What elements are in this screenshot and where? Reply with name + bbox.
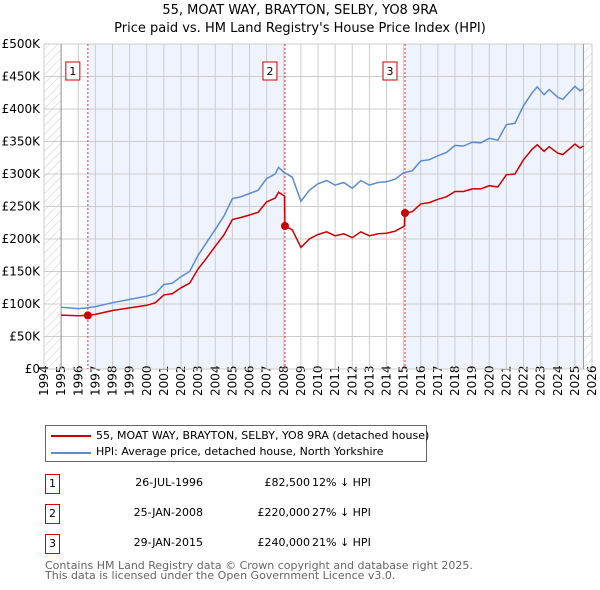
y-tick-label: £450K — [2, 70, 42, 84]
x-tick-label: 2026 — [585, 365, 599, 396]
transaction-date: 29-JAN-2015 — [133, 536, 203, 549]
x-tick-label: 2018 — [448, 365, 462, 396]
y-tick-label: £400K — [2, 102, 42, 116]
transaction-row: 2 25-JAN-2008 £220,000 27% ↓ HPI — [45, 504, 445, 524]
x-tick-label: 2013 — [362, 365, 376, 396]
legend-swatch-property — [51, 435, 91, 437]
sale-label-box — [65, 61, 81, 81]
transaction-row: 1 26-JUL-1996 £82,500 12% ↓ HPI — [45, 474, 445, 494]
x-tick-label: 1995 — [54, 365, 68, 396]
sale-label: 1 — [69, 65, 76, 78]
x-tick-label: 2020 — [482, 365, 496, 396]
transaction-number: 1 — [45, 474, 60, 494]
x-tick-label: 1994 — [37, 365, 51, 396]
sale-label-box — [382, 61, 398, 81]
x-tick-label: 2008 — [277, 365, 291, 396]
sale-point — [400, 209, 409, 217]
transaction-price: £220,000 — [257, 506, 311, 519]
x-tick-label: 2003 — [191, 365, 205, 396]
y-tick-label: £150K — [2, 265, 42, 279]
y-tick-label: £0 — [25, 362, 40, 376]
x-tick-label: 1997 — [88, 365, 102, 396]
legend: 55, MOAT WAY, BRAYTON, SELBY, YO8 9RA (d… — [45, 425, 430, 462]
price-chart: 1994 1995 1996 1997 1998 1999 2000 2001 2002 2003… — [2, 37, 599, 396]
x-tick-label: 2015 — [397, 365, 411, 396]
x-tick-label: 2004 — [208, 365, 222, 396]
x-tick-label: 2024 — [551, 365, 565, 396]
x-tick-label: 2012 — [345, 365, 359, 396]
x-tick-label: 2010 — [311, 365, 325, 396]
x-tick-label: 2025 — [568, 365, 582, 396]
x-tick-label: 2006 — [243, 365, 257, 396]
sale-label: 3 — [386, 65, 393, 78]
y-tick-label: £350K — [2, 135, 42, 149]
x-tick-label: 2009 — [294, 365, 308, 396]
x-tick-label: 2007 — [260, 365, 274, 396]
transaction-price: £240,000 — [257, 536, 311, 549]
x-tick-label: 1998 — [106, 365, 120, 396]
hpi-series-line — [61, 85, 584, 310]
y-tick-label: £200K — [2, 232, 42, 246]
transaction-row: 3 29-JAN-2015 £240,000 21% ↓ HPI — [45, 534, 445, 554]
x-tick-label: 2000 — [140, 365, 154, 396]
x-tick-label: 2002 — [174, 365, 188, 396]
x-tick-label: 2017 — [431, 365, 445, 396]
transaction-number: 2 — [45, 504, 60, 524]
property-series-line — [61, 143, 584, 317]
x-tick-label: 2014 — [380, 365, 394, 396]
y-tick-label: £500K — [2, 37, 42, 51]
y-tick-label: £250K — [2, 200, 42, 214]
transaction-number: 3 — [45, 534, 60, 554]
x-tick-label: 1996 — [71, 365, 85, 396]
transaction-date: 26-JUL-1996 — [135, 476, 203, 489]
y-tick-label: £300K — [2, 167, 42, 181]
transaction-hpi: 27% ↓ HPI — [312, 506, 371, 519]
footer-copyright: Contains HM Land Registry data © Crown c… — [45, 559, 473, 572]
x-tick-label: 2016 — [414, 365, 428, 396]
y-tick-label: £100K — [2, 297, 42, 311]
sale-point — [280, 222, 289, 230]
x-tick-label: 2021 — [499, 365, 513, 396]
x-tick-label: 2019 — [465, 365, 479, 396]
sale-label: 2 — [266, 65, 273, 78]
chart-title: 55, MOAT WAY, BRAYTON, SELBY, YO8 9RA — [162, 3, 438, 18]
x-tick-label: 2022 — [517, 365, 531, 396]
legend-label-hpi: HPI: Average price, detached house, Nort… — [96, 445, 384, 458]
x-tick-label: 2001 — [157, 365, 171, 396]
x-tick-label: 2005 — [225, 365, 239, 396]
sale-point — [83, 311, 92, 320]
transaction-hpi: 21% ↓ HPI — [312, 536, 371, 549]
footer-licence: This data is licensed under the Open Gov… — [45, 569, 396, 582]
x-tick-label: 2023 — [534, 365, 548, 396]
x-tick-label: 2011 — [328, 365, 342, 396]
transaction-date: 25-JAN-2008 — [133, 506, 203, 519]
transaction-hpi: 12% ↓ HPI — [312, 476, 371, 489]
legend-label-property: 55, MOAT WAY, BRAYTON, SELBY, YO8 9RA (d… — [96, 429, 430, 442]
y-tick-label: £50K — [9, 330, 41, 344]
chart-subtitle: Price paid vs. HM Land Registry's House … — [114, 21, 486, 36]
legend-swatch-hpi — [51, 452, 91, 454]
x-tick-label: 1999 — [123, 365, 137, 396]
transaction-price: £82,500 — [264, 476, 311, 489]
sale-label-box — [262, 61, 278, 81]
